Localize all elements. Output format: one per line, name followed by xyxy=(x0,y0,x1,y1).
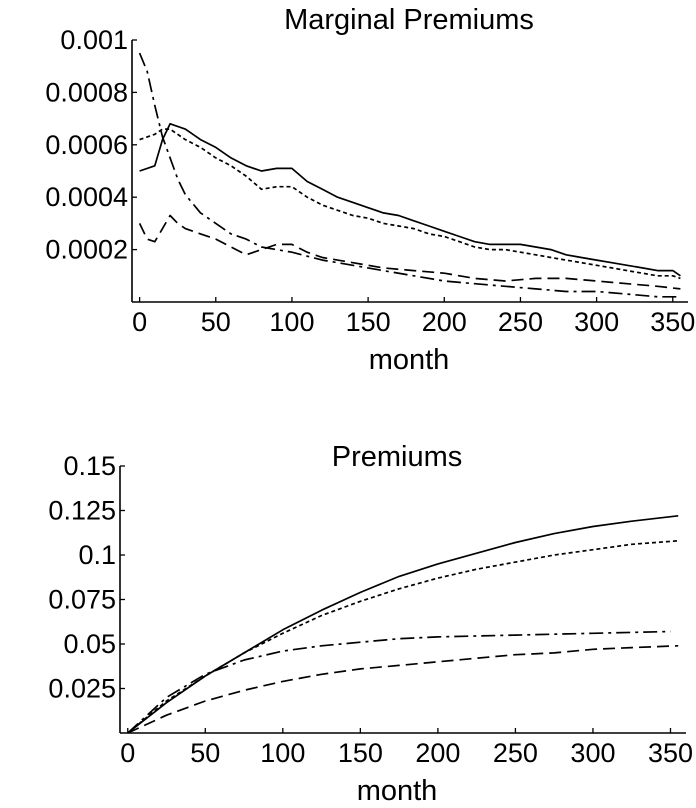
x-tick-label: 150 xyxy=(338,738,383,768)
y-tick-label: 0.001 xyxy=(60,25,128,55)
series-line-dotted xyxy=(139,128,681,280)
series-line-dashed xyxy=(127,644,679,734)
y-tick-label: 0.125 xyxy=(48,496,116,526)
series-line-solid xyxy=(127,514,679,734)
y-tick-label: 0.0004 xyxy=(45,182,128,212)
x-axis-label: month xyxy=(369,344,450,376)
premiums-chart: Premiums month 0 50 100 150 200 250 300 350 0.02… xyxy=(48,441,693,807)
x-tick-label: 250 xyxy=(498,307,543,337)
x-tick-label: 350 xyxy=(648,738,693,768)
y-tick-label: 0.0006 xyxy=(45,130,128,160)
series-line-dotted xyxy=(127,539,679,734)
y-tick-label: 0.1 xyxy=(78,540,116,570)
y-tick-label: 0.075 xyxy=(48,585,116,615)
chart-title: Marginal Premiums xyxy=(284,4,534,36)
series-line-solid xyxy=(139,122,681,277)
x-tick-label: 50 xyxy=(201,307,231,337)
x-tick-label: 0 xyxy=(120,738,135,768)
x-tick-label: 350 xyxy=(650,307,695,337)
x-tick-label: 300 xyxy=(570,738,615,768)
chart-title: Premiums xyxy=(332,441,463,473)
marginal-premiums-chart: Marginal Premiums month 0 50 100 150 200 250 3… xyxy=(45,4,695,376)
x-axis-label: month xyxy=(357,775,438,807)
x-tick-label: 100 xyxy=(269,307,314,337)
y-tick-label: 0.0002 xyxy=(45,235,128,265)
x-tick-label: 0 xyxy=(132,307,147,337)
x-tick-label: 200 xyxy=(422,307,467,337)
series-line-dash-dot xyxy=(127,630,671,734)
x-tick-label: 200 xyxy=(415,738,460,768)
series-line-dashed xyxy=(138,214,681,290)
x-tick-label: 150 xyxy=(346,307,391,337)
y-tick-label: 0.15 xyxy=(63,451,116,481)
x-tick-label: 250 xyxy=(493,738,538,768)
plot-marks: 0 50 100 150 200 250 300 350 0.0002 0.0004 0.0006 0… xyxy=(45,25,695,337)
plot-marks: 0 50 100 150 200 250 300 350 0.025 0.05 0.075 0.1 0.… xyxy=(48,451,693,768)
y-tick-label: 0.0008 xyxy=(45,77,128,107)
series-line-dash-dot xyxy=(138,52,681,298)
y-tick-label: 0.025 xyxy=(48,674,116,704)
x-tick-label: 300 xyxy=(574,307,619,337)
x-tick-label: 100 xyxy=(260,738,305,768)
x-tick-label: 50 xyxy=(190,738,220,768)
y-tick-label: 0.05 xyxy=(63,629,116,659)
